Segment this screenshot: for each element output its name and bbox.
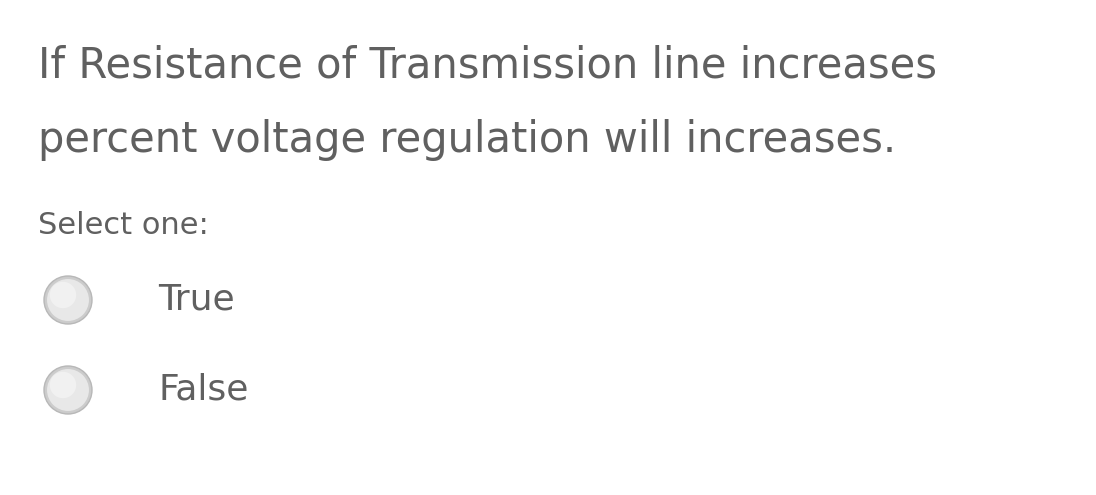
Circle shape (44, 366, 92, 414)
Text: If Resistance of Transmission line increases: If Resistance of Transmission line incre… (38, 44, 937, 86)
Circle shape (46, 368, 90, 412)
Circle shape (46, 278, 90, 322)
Text: Select one:: Select one: (38, 210, 208, 240)
Text: False: False (158, 373, 249, 407)
Text: percent voltage regulation will increases.: percent voltage regulation will increase… (38, 119, 897, 161)
Circle shape (49, 282, 77, 308)
Circle shape (44, 276, 92, 324)
Text: True: True (158, 283, 235, 317)
Circle shape (49, 372, 77, 398)
